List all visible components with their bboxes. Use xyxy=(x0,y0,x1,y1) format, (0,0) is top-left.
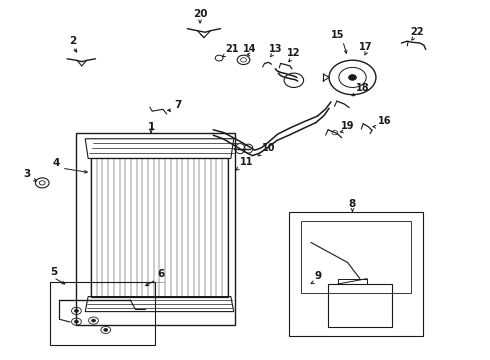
Text: 4: 4 xyxy=(53,158,60,168)
Text: 14: 14 xyxy=(243,44,257,54)
Text: 3: 3 xyxy=(24,168,31,179)
Text: 6: 6 xyxy=(157,269,164,279)
Text: 8: 8 xyxy=(349,199,356,209)
Text: 16: 16 xyxy=(378,116,392,126)
Circle shape xyxy=(74,310,78,312)
Text: 15: 15 xyxy=(331,30,344,40)
Text: 19: 19 xyxy=(341,121,354,131)
Text: 13: 13 xyxy=(269,44,282,54)
Text: 2: 2 xyxy=(70,36,76,45)
Circle shape xyxy=(74,320,78,323)
Bar xyxy=(328,284,392,327)
Bar xyxy=(49,282,155,345)
Bar xyxy=(91,158,228,297)
Text: 11: 11 xyxy=(240,157,254,167)
Text: 1: 1 xyxy=(147,122,155,132)
Text: 9: 9 xyxy=(315,271,322,281)
Text: 18: 18 xyxy=(356,83,370,93)
Text: 22: 22 xyxy=(410,27,424,37)
Text: 12: 12 xyxy=(287,48,300,58)
Bar xyxy=(301,221,411,293)
Circle shape xyxy=(348,75,356,80)
Text: 21: 21 xyxy=(225,44,239,54)
Bar xyxy=(76,134,235,325)
Circle shape xyxy=(104,328,108,331)
Text: 20: 20 xyxy=(193,9,207,19)
Text: 7: 7 xyxy=(174,100,181,110)
Text: 10: 10 xyxy=(262,143,275,153)
Text: 5: 5 xyxy=(50,267,57,277)
Circle shape xyxy=(92,319,96,322)
Bar xyxy=(289,212,423,336)
Text: 17: 17 xyxy=(360,42,373,51)
